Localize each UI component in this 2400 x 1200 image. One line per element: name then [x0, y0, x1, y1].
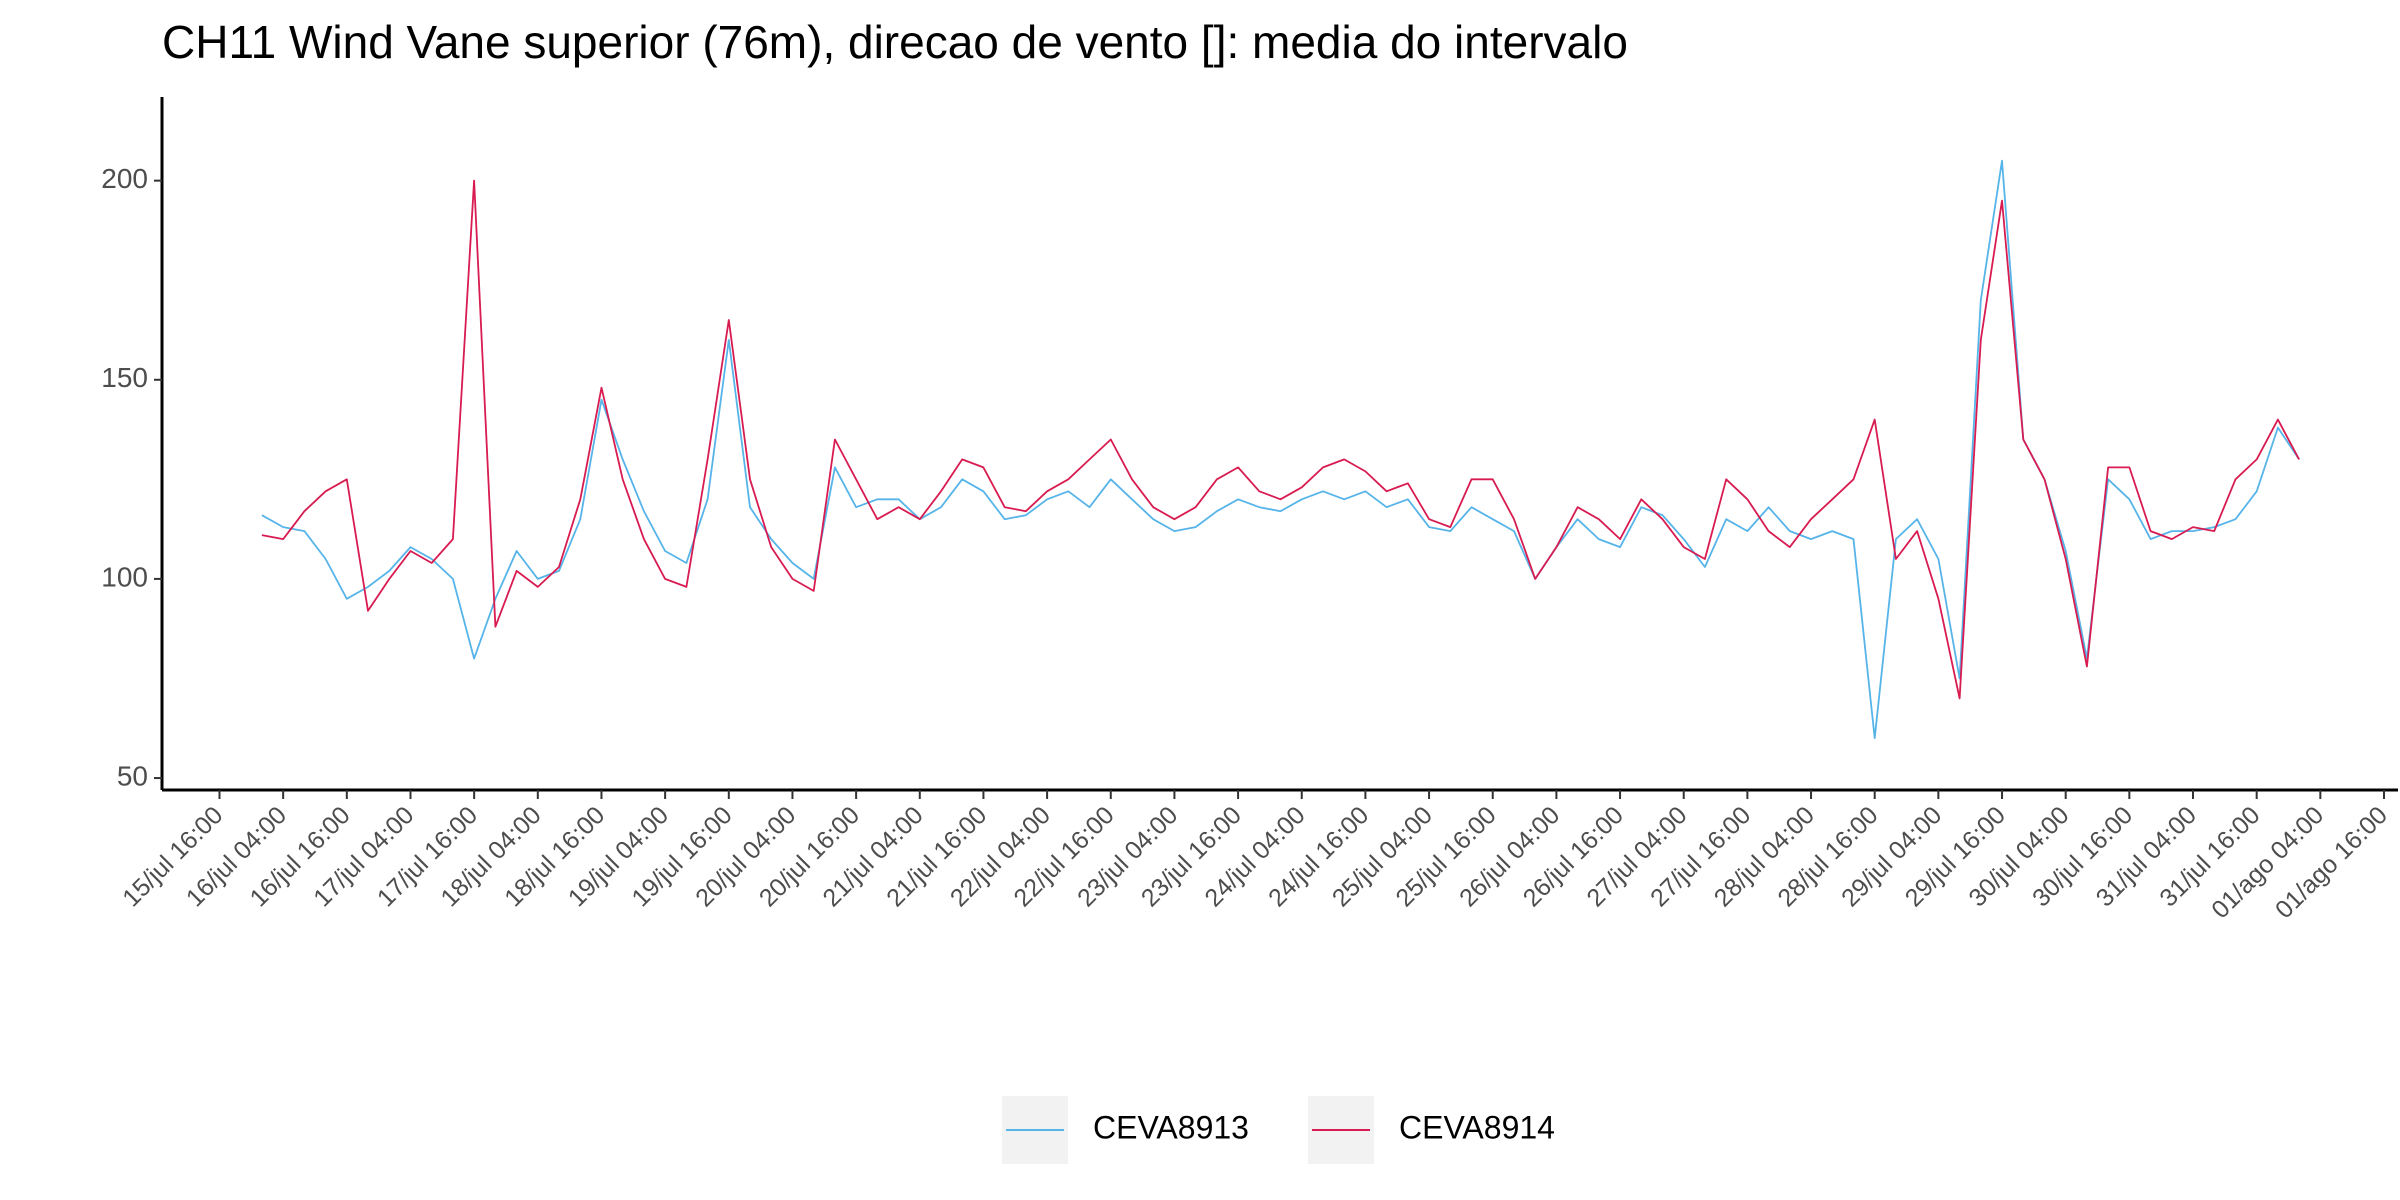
x-tick-label: 01/ago 16:00 [2270, 801, 2393, 924]
chart-title: CH11 Wind Vane superior (76m), direcao d… [162, 16, 1628, 68]
y-tick-label: 150 [101, 362, 148, 393]
y-tick-label: 50 [117, 760, 148, 791]
legend-label: CEVA8913 [1093, 1109, 1249, 1145]
y-tick-label: 100 [101, 561, 148, 592]
legend-label: CEVA8914 [1399, 1109, 1555, 1145]
series-line [261, 179, 2300, 700]
series-line [261, 159, 2300, 740]
y-tick-label: 200 [101, 163, 148, 194]
